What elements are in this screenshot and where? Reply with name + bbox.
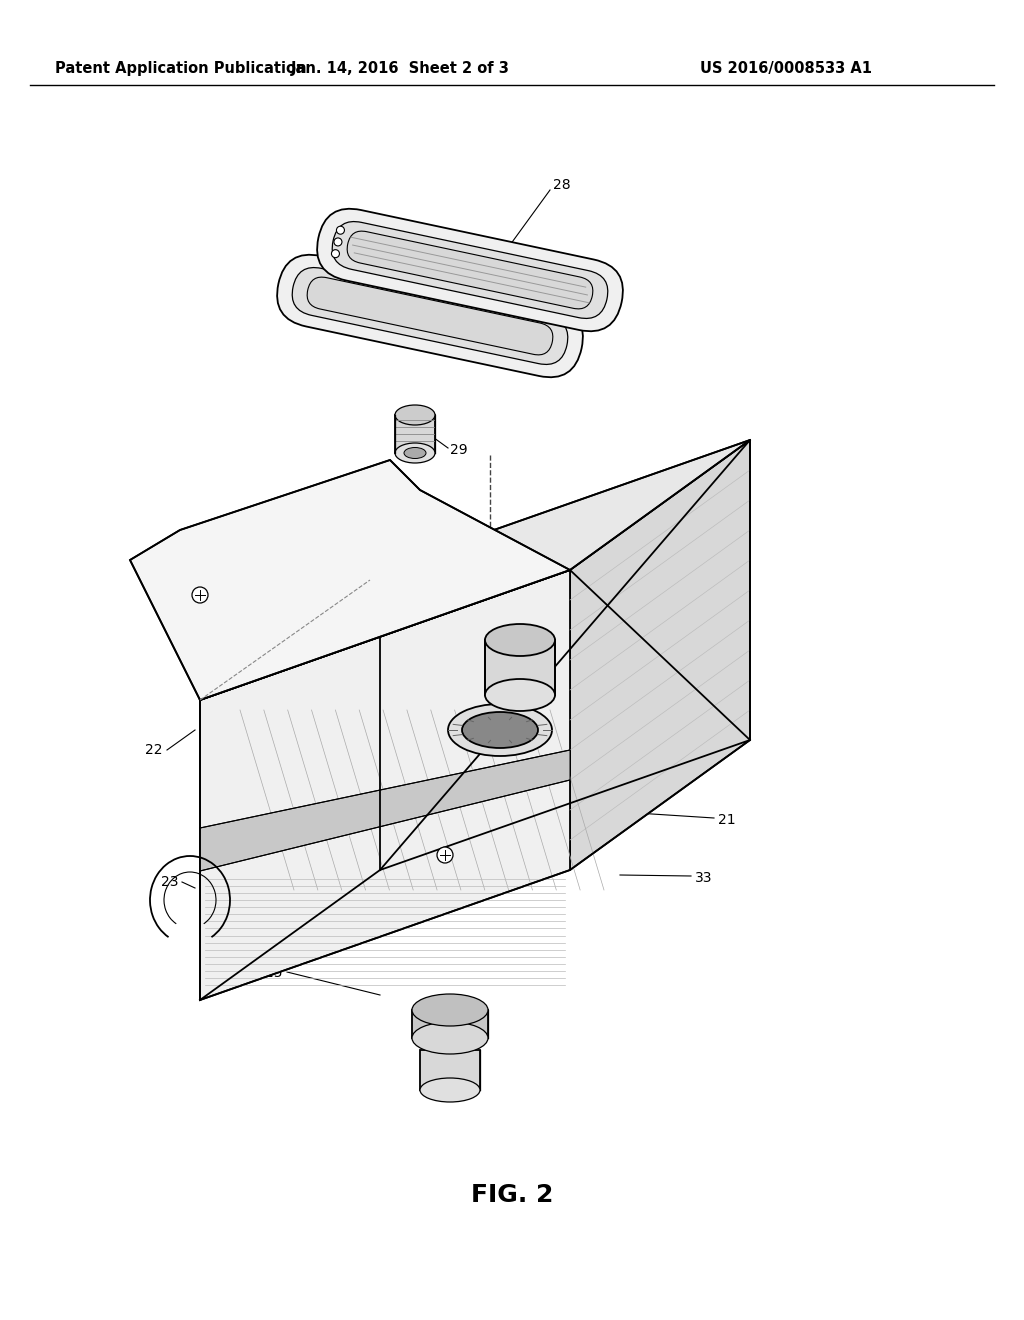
Ellipse shape [485,678,555,711]
Text: 21: 21 [718,813,735,828]
Ellipse shape [420,1078,480,1102]
Text: 28: 28 [553,178,570,191]
FancyBboxPatch shape [317,209,623,331]
Polygon shape [200,570,570,1001]
Polygon shape [412,1010,488,1038]
Text: 35: 35 [562,638,580,652]
Ellipse shape [395,444,435,463]
Text: FIG. 2: FIG. 2 [471,1183,553,1206]
Ellipse shape [412,1022,488,1053]
Circle shape [193,587,208,603]
FancyBboxPatch shape [307,277,553,355]
Polygon shape [200,440,750,700]
Text: 25: 25 [265,966,283,979]
Text: 23: 23 [161,875,178,888]
Polygon shape [420,1049,480,1090]
Text: 50: 50 [340,517,357,532]
Ellipse shape [485,624,555,656]
Text: 22: 22 [144,743,162,756]
Polygon shape [200,750,570,871]
Text: 33: 33 [695,871,713,884]
Ellipse shape [462,711,538,748]
Circle shape [437,847,453,863]
FancyBboxPatch shape [332,222,608,318]
Circle shape [332,249,339,257]
Text: 50: 50 [447,825,465,840]
Text: 20: 20 [718,708,735,722]
Text: Patent Application Publication: Patent Application Publication [55,61,306,75]
Ellipse shape [412,994,488,1026]
Ellipse shape [395,405,435,425]
Polygon shape [485,640,555,696]
Circle shape [337,226,344,234]
Text: 29: 29 [450,444,468,457]
FancyBboxPatch shape [292,268,568,364]
Text: 26: 26 [373,861,391,875]
Polygon shape [395,414,435,453]
Polygon shape [570,440,750,870]
Polygon shape [130,459,570,700]
Text: Jan. 14, 2016  Sheet 2 of 3: Jan. 14, 2016 Sheet 2 of 3 [291,61,509,75]
FancyBboxPatch shape [278,255,583,378]
Text: 30: 30 [293,288,310,302]
Text: 27: 27 [600,743,617,756]
Text: 51: 51 [658,783,676,797]
Circle shape [334,238,342,246]
Ellipse shape [449,704,552,756]
FancyBboxPatch shape [347,231,593,309]
Text: US 2016/0008533 A1: US 2016/0008533 A1 [700,61,872,75]
Ellipse shape [404,447,426,458]
